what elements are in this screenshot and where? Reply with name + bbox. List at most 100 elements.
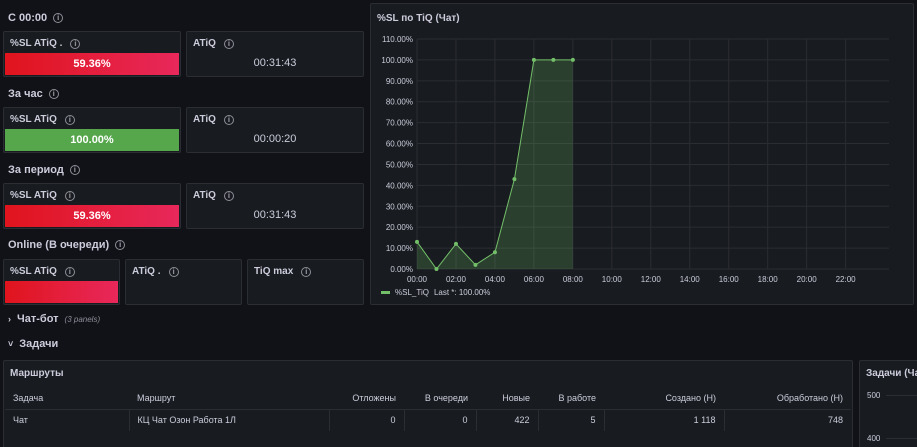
info-icon[interactable]: i — [70, 38, 81, 49]
legend-swatch — [381, 291, 390, 294]
stat-panel-online-atiq[interactable]: ATiQ . i — [125, 259, 242, 305]
sl-tiq-chart: 0.00% 10.00% 20.00% 30.00% 40.00% 50.00% 60.00… — [381, 35, 889, 284]
stat-value: 59.36% — [73, 210, 111, 222]
table-cell: 422 — [476, 408, 539, 431]
series-area — [417, 59, 573, 270]
section-title-hour-label: За час — [8, 88, 43, 100]
tasks-chart-title: Задачи (Ча — [866, 368, 917, 379]
info-icon[interactable]: i — [223, 190, 234, 201]
info-icon[interactable]: i — [168, 266, 179, 277]
panel-title: %SL ATiQ . — [10, 38, 63, 49]
column-header[interactable]: Маршрут — [137, 392, 176, 403]
stat-value: 00:31:43 — [253, 209, 297, 221]
column-header[interactable]: В работе — [558, 392, 596, 403]
panel-title: %SL ATiQ — [10, 266, 57, 277]
panel-title: ATiQ — [193, 190, 216, 201]
table-cell: 0 — [404, 408, 477, 431]
y-tick-label: 70.00% — [386, 119, 413, 128]
table-cell: КЦ Чат Озон Работа 1Л — [129, 408, 330, 431]
info-icon[interactable]: i — [223, 114, 234, 125]
x-tick-label: 02:00 — [446, 275, 467, 284]
stat-panel-period-sl[interactable]: %SL ATiQ i 59.36% — [3, 183, 181, 229]
data-point — [570, 57, 575, 62]
row-title-chatbot: Чат-бот — [17, 313, 59, 325]
stat-panel-hour-sl[interactable]: %SL ATiQ i 100.00% — [3, 107, 181, 153]
info-icon[interactable]: i — [69, 165, 80, 175]
chart-legend[interactable]: %SL_TiQ Last *: 100.00% — [381, 288, 490, 297]
info-icon[interactable]: i — [301, 266, 312, 277]
grid-line — [886, 395, 917, 396]
y-tick-label: 80.00% — [386, 98, 413, 107]
data-point — [434, 267, 439, 271]
section-title-online: Online (В очереди) i — [8, 239, 126, 251]
x-tick-label: 12:00 — [641, 275, 662, 284]
x-tick-label: 06:00 — [524, 275, 545, 284]
info-icon[interactable]: i — [64, 190, 75, 201]
stat-panel-online-tiq-max[interactable]: TiQ max i — [247, 259, 364, 305]
column-header[interactable]: Отложены — [352, 392, 396, 403]
y-tick-label: 60.00% — [386, 140, 413, 149]
stat-value: 00:31:43 — [253, 57, 297, 69]
stat-panel-today-sl[interactable]: %SL ATiQ . i 59.36% — [3, 31, 181, 77]
x-tick-label: 16:00 — [719, 275, 740, 284]
y-tick-label: 40.00% — [386, 181, 413, 190]
row-panel-count: (3 panels) — [64, 314, 101, 324]
row-toggle-tasks[interactable]: ˅ Задачи — [8, 338, 58, 350]
y-tick-label: 110.00% — [382, 35, 413, 44]
table-row[interactable]: Чат КЦ Чат Озон Работа 1Л 0 0 422 5 1 11… — [5, 408, 851, 431]
routes-title: Маршруты — [10, 368, 64, 379]
y-tick-label: 10.00% — [386, 244, 413, 253]
column-header[interactable]: Создано (Н) — [665, 392, 716, 403]
chevron-right-icon: › — [8, 314, 11, 324]
stat-value: 100.00% — [70, 134, 114, 146]
info-icon[interactable]: i — [115, 240, 126, 250]
stat-panel-period-atiq[interactable]: ATiQ i 00:31:43 — [186, 183, 364, 229]
y-tick-label: 100.00% — [381, 56, 413, 65]
info-icon[interactable]: i — [64, 114, 75, 125]
y-tick-label: 30.00% — [386, 202, 413, 211]
x-tick-label: 20:00 — [797, 275, 818, 284]
column-header[interactable]: Задача — [13, 392, 44, 403]
x-tick-label: 04:00 — [485, 275, 506, 284]
section-title-period-label: За период — [8, 164, 64, 176]
y-tick-label: 400 — [867, 434, 881, 443]
data-point — [512, 177, 517, 182]
y-tick-label: 0.00% — [390, 265, 413, 274]
stat-panel-today-atiq[interactable]: ATiQ i 00:31:43 — [186, 31, 364, 77]
stat-value: 00:00:20 — [253, 133, 297, 145]
x-tick-label: 22:00 — [836, 275, 857, 284]
panel-title: ATiQ — [193, 38, 216, 49]
table-cell: Чат — [5, 408, 130, 431]
section-title-period: За период i — [8, 164, 80, 176]
chart-title: %SL по TiQ (Чат) — [377, 13, 460, 24]
panel-title: ATiQ . — [132, 266, 161, 277]
data-point — [531, 57, 536, 62]
info-icon[interactable]: i — [48, 89, 59, 99]
row-title-tasks: Задачи — [19, 338, 59, 350]
table-cell: 5 — [538, 408, 605, 431]
column-header[interactable]: В очереди — [424, 392, 468, 403]
panel-title: TiQ max — [254, 266, 294, 277]
section-title-hour: За час i — [8, 88, 59, 100]
stat-bar: 59.36% — [5, 53, 179, 75]
y-tick-label: 20.00% — [386, 223, 413, 232]
stat-panel-hour-atiq[interactable]: ATiQ i 00:00:20 — [186, 107, 364, 153]
legend-last-value: Last *: 100.00% — [433, 288, 491, 297]
info-icon[interactable]: i — [64, 266, 75, 277]
column-header[interactable]: Обработано (Н) — [776, 392, 843, 403]
data-point — [551, 57, 556, 62]
info-icon[interactable]: i — [223, 38, 234, 49]
y-tick-label: 500 — [867, 391, 881, 400]
column-header[interactable]: Новые — [502, 392, 530, 403]
section-title-today-label: С 00:00 — [8, 12, 48, 24]
stat-value: 59.36% — [73, 58, 111, 70]
row-toggle-chatbot[interactable]: › Чат-бот (3 panels) — [8, 313, 100, 325]
chart-panel-sl-tiq[interactable]: %SL по TiQ (Чат) 0.00% 10.00% 20.00% 30.00%… — [370, 3, 914, 305]
info-icon[interactable]: i — [53, 13, 64, 23]
routes-panel[interactable]: Маршруты Задача Маршрут Отложены В очере… — [3, 360, 853, 447]
data-point — [492, 250, 497, 255]
legend-series-name: %SL_TiQ — [395, 288, 429, 297]
section-title-online-label: Online (В очереди) — [8, 239, 110, 251]
tasks-chart-panel[interactable]: Задачи (Ча 500 400 — [859, 360, 917, 447]
stat-panel-online-sl[interactable]: %SL ATiQ i — [3, 259, 120, 305]
